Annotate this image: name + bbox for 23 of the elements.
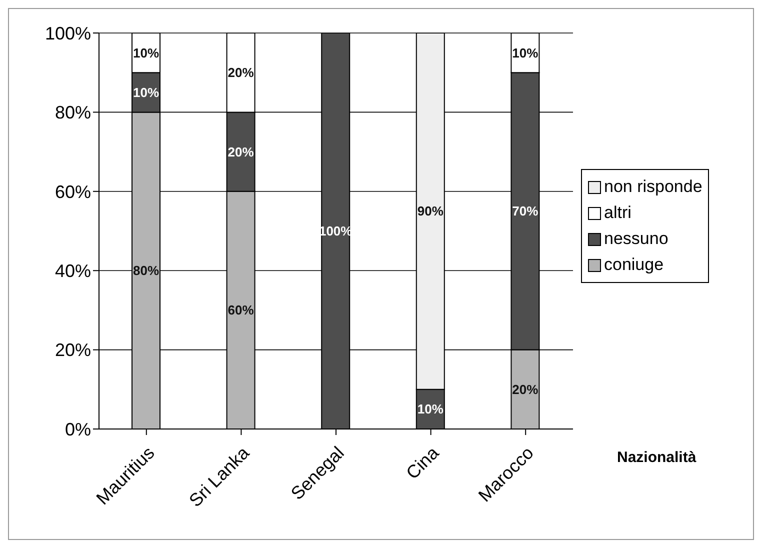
legend-label: coniuge [604,254,664,276]
y-tick-label: 100% [44,23,91,44]
legend-label: nessuno [604,228,668,250]
data-label: 90% [417,204,444,219]
data-label: 10% [132,45,160,60]
data-label: 80% [132,263,160,278]
y-tick-label: 20% [54,340,91,360]
data-label: 10% [417,402,444,417]
y-tick-label: 60% [54,182,91,202]
data-label: 60% [228,302,254,318]
y-tick-label: 0% [64,419,91,440]
legend-label: altri [604,202,632,224]
y-tick-label: 40% [54,260,91,281]
x-axis-title: Nazionalità [617,449,696,466]
y-tick-label: 80% [54,102,91,123]
data-label: 20% [228,65,254,80]
x-tick-label: Cina [402,442,444,484]
data-label: 70% [512,204,539,219]
data-label: 20% [228,144,254,160]
legend-label: non risponde [604,176,702,198]
data-label: 20% [512,382,539,397]
data-label: 10% [132,84,160,100]
data-label: 10% [512,45,539,60]
